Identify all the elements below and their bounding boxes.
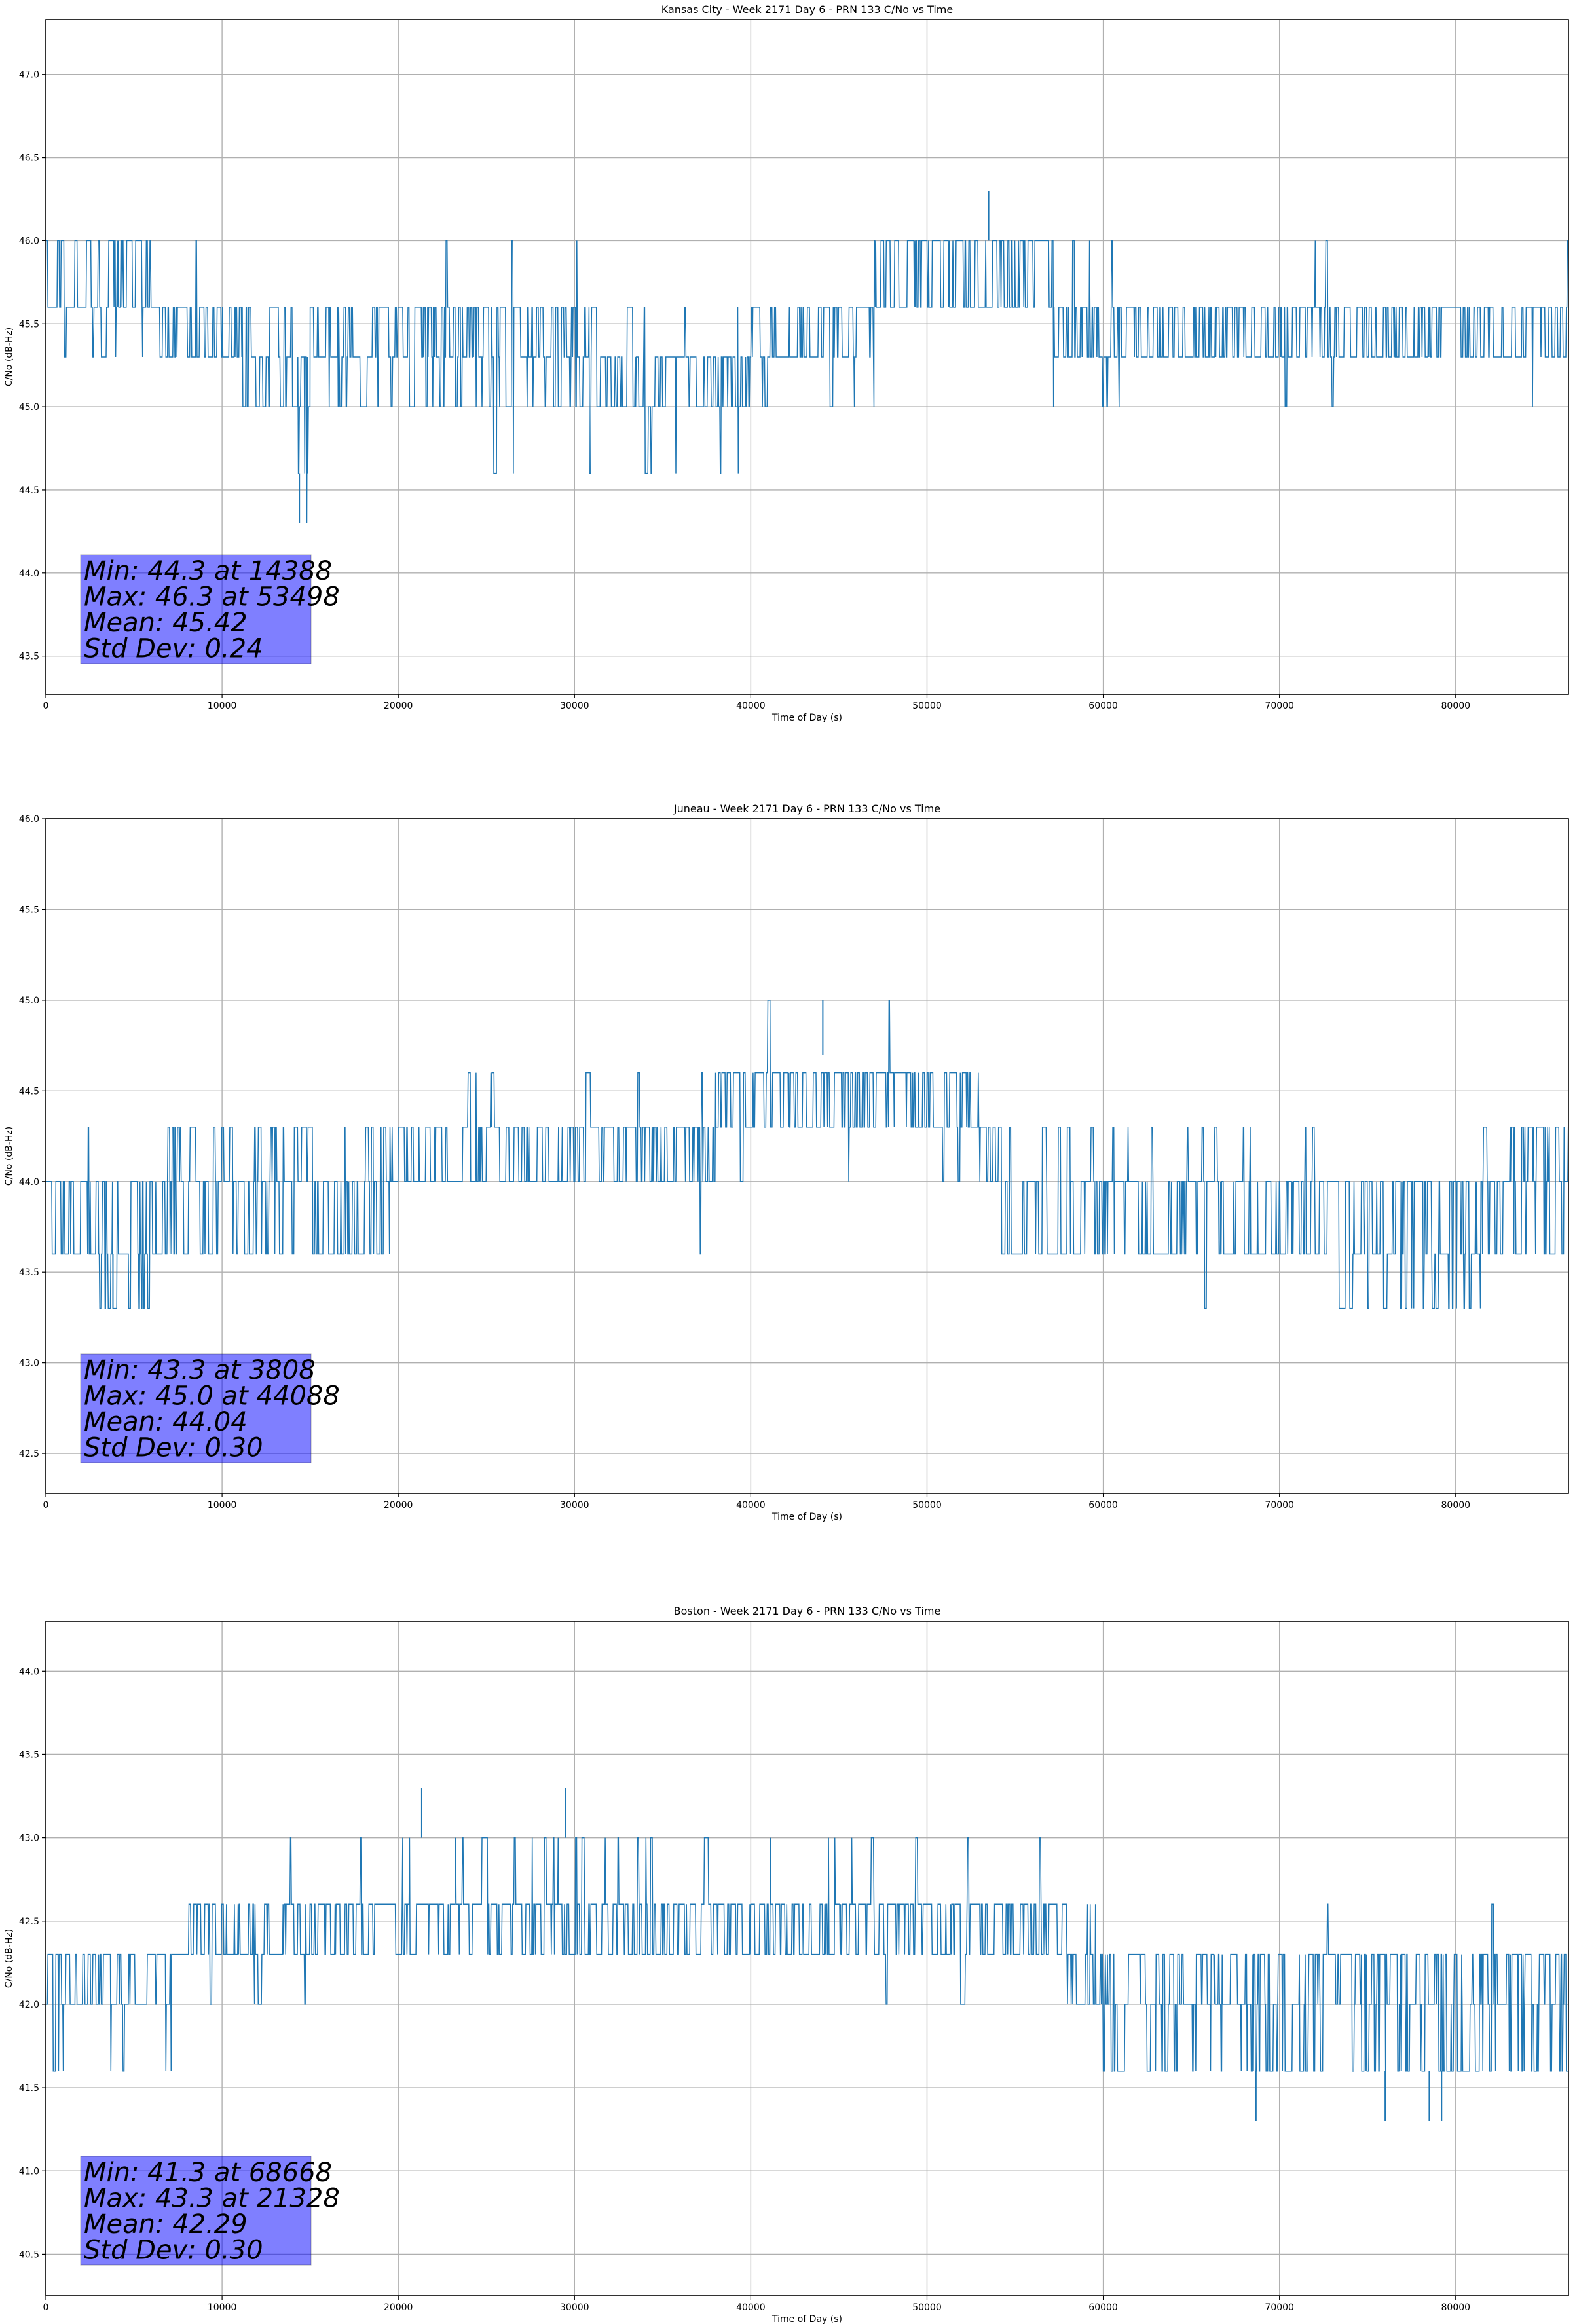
x-tick-label: 40000 — [736, 2302, 766, 2313]
stats-mean: Mean: 42.29 — [84, 2209, 248, 2240]
y-axis-label: C/No (dB-Hz) — [4, 1127, 14, 1186]
y-tick-label: 45.5 — [19, 319, 39, 329]
y-axis-label: C/No (dB-Hz) — [4, 1929, 14, 1988]
x-tick-label: 60000 — [1088, 1500, 1118, 1510]
y-tick-label: 44.5 — [19, 485, 39, 496]
y-tick-label: 41.5 — [19, 2083, 39, 2093]
chart-title: Juneau - Week 2171 Day 6 - PRN 133 C/No … — [673, 802, 940, 815]
x-tick-label: 20000 — [384, 701, 413, 711]
axes-frame — [45, 19, 1569, 695]
stats-mean: Mean: 44.04 — [84, 1407, 248, 1437]
x-tick-label: 80000 — [1441, 701, 1471, 711]
x-axis-label: Time of Day (s) — [771, 713, 842, 723]
chart-title: Kansas City - Week 2171 Day 6 - PRN 133 … — [661, 3, 953, 16]
y-tick-label: 43.5 — [19, 1267, 39, 1278]
stats-box — [80, 2156, 312, 2266]
y-tick-label: 46.0 — [19, 814, 39, 825]
stats-min: Min: 44.3 at 14388 — [84, 556, 332, 586]
y-tick-label: 44.0 — [19, 1666, 39, 1677]
chart-title: Boston - Week 2171 Day 6 - PRN 133 C/No … — [674, 1605, 941, 1617]
y-tick-label: 43.0 — [19, 1833, 39, 1844]
y-tick-label: 45.0 — [19, 402, 39, 413]
x-tick-label: 60000 — [1088, 2302, 1118, 2313]
chart-kansas-city: 0 10000 20000 30000 40000 50000 60000 70000 8000… — [4, 3, 1569, 723]
x-tick-label: 30000 — [560, 2302, 589, 2313]
x-axis-label: Time of Day (s) — [771, 2314, 842, 2324]
stats-max: Max: 43.3 at 21328 — [84, 2184, 340, 2214]
stats-min: Min: 41.3 at 68668 — [84, 2158, 332, 2188]
y-axis-label: C/No (dB-Hz) — [4, 328, 14, 386]
x-tick-label: 30000 — [560, 701, 589, 711]
plot-area: 0 10000 20000 30000 40000 50000 60000 70000 8000… — [19, 19, 1569, 711]
stats-mean: Mean: 45.42 — [84, 608, 248, 638]
stats-max: Max: 46.3 at 53498 — [84, 582, 340, 612]
axes-frame — [45, 1621, 1569, 2296]
x-tick-label: 40000 — [736, 701, 766, 711]
data-line — [46, 240, 1568, 523]
x-tick-label: 70000 — [1265, 2302, 1294, 2313]
x-tick-label: 10000 — [208, 2302, 237, 2313]
stats-std-dev: Std Dev: 0.24 — [84, 634, 263, 664]
chart-boston: 0 10000 20000 30000 40000 50000 60000 70000 8000… — [4, 1605, 1569, 2324]
data-series — [46, 1000, 1569, 1309]
y-tick-label: 47.0 — [19, 70, 39, 81]
y-tick-label: 41.0 — [19, 2166, 39, 2177]
x-tick-label: 80000 — [1441, 2302, 1471, 2313]
stats-max: Max: 45.0 at 44088 — [84, 1381, 340, 1412]
y-tick-label: 42.0 — [19, 2000, 39, 2010]
stats-box — [80, 1353, 312, 1463]
x-tick-label: 0 — [43, 1500, 49, 1510]
data-series — [46, 1788, 1568, 2121]
x-tick-label: 70000 — [1265, 701, 1294, 711]
x-tick-label: 0 — [43, 2302, 49, 2313]
y-tick-label: 42.5 — [19, 1449, 39, 1459]
stats-std-dev: Std Dev: 0.30 — [84, 1433, 263, 1463]
x-tick-label: 80000 — [1441, 1500, 1471, 1510]
y-tick-label: 46.5 — [19, 153, 39, 164]
axes-frame — [45, 818, 1569, 1494]
y-tick-label: 45.5 — [19, 905, 39, 915]
y-tick-label: 44.0 — [19, 569, 39, 579]
x-tick-label: 10000 — [208, 1500, 237, 1510]
y-tick-label: 45.0 — [19, 996, 39, 1006]
data-series — [46, 191, 1568, 523]
y-tick-label: 44.5 — [19, 1086, 39, 1096]
x-tick-label: 60000 — [1088, 701, 1118, 711]
chart-juneau: 0 10000 20000 30000 40000 50000 60000 70000 8000… — [4, 802, 1569, 1522]
data-line — [46, 1837, 1568, 2072]
x-tick-label: 30000 — [560, 1500, 589, 1510]
x-tick-label: 40000 — [736, 1500, 766, 1510]
x-tick-label: 50000 — [912, 1500, 942, 1510]
y-tick-label: 44.0 — [19, 1177, 39, 1188]
data-line — [46, 1000, 1569, 1309]
x-tick-label: 20000 — [384, 1500, 413, 1510]
y-tick-label: 46.0 — [19, 236, 39, 246]
stats-min: Min: 43.3 at 3808 — [84, 1355, 316, 1385]
x-tick-label: 50000 — [912, 701, 942, 711]
x-tick-label: 50000 — [912, 2302, 942, 2313]
y-tick-label: 43.5 — [19, 652, 39, 662]
x-tick-label: 10000 — [208, 701, 237, 711]
stats-std-dev: Std Dev: 0.30 — [84, 2236, 263, 2266]
stats-box — [80, 554, 312, 664]
y-tick-label: 40.5 — [19, 2249, 39, 2260]
y-tick-label: 43.0 — [19, 1359, 39, 1369]
x-axis-label: Time of Day (s) — [771, 1512, 842, 1522]
x-tick-label: 0 — [43, 701, 49, 711]
x-tick-label: 20000 — [384, 2302, 413, 2313]
y-tick-label: 42.5 — [19, 1917, 39, 1927]
y-tick-label: 43.5 — [19, 1750, 39, 1760]
plot-area: 0 10000 20000 30000 40000 50000 60000 70000 8000… — [19, 814, 1569, 1510]
x-tick-label: 70000 — [1265, 1500, 1294, 1510]
